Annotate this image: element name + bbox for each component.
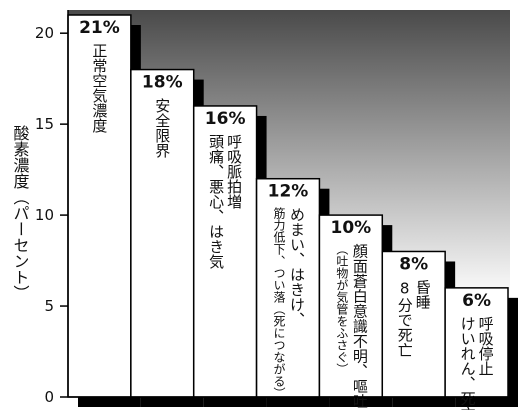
bar-description: めまい、はきけ、 xyxy=(288,207,306,327)
bar-description: 頭痛、悪心、はき気 xyxy=(207,134,225,270)
bar-description: 顔面蒼白意識不明、嘔吐 xyxy=(351,243,369,408)
bar-description: 正常空気濃度 xyxy=(90,43,108,133)
y-tick-label: 10 xyxy=(35,206,54,224)
y-tick-label: 0 xyxy=(44,388,54,406)
bar xyxy=(192,105,258,398)
y-axis-label: 酸素濃度（パーセント） xyxy=(11,125,30,301)
bar-description: （吐物が気管をふさぐ） xyxy=(335,243,349,375)
bar-description: 筋力低下、つい落（死につながる） xyxy=(272,205,286,398)
y-tick-label: 20 xyxy=(35,24,54,42)
bar-description: 安全限界 xyxy=(153,98,171,158)
bar-description: 8分で死亡 xyxy=(396,279,414,357)
bar xyxy=(130,68,195,398)
bar xyxy=(381,250,446,398)
value-label: 8% xyxy=(399,254,428,274)
y-tick-label: 15 xyxy=(35,115,54,133)
bar-description: 呼吸停止 xyxy=(477,316,495,376)
bar xyxy=(255,177,321,398)
y-tick-label: 5 xyxy=(44,297,54,315)
value-label: 21% xyxy=(79,18,120,38)
bar-description: 呼吸脈拍増 xyxy=(225,134,243,209)
value-label: 18% xyxy=(142,73,183,93)
bar xyxy=(444,287,509,398)
value-label: 12% xyxy=(268,182,309,202)
bar-description: けいれん、死亡 xyxy=(459,316,477,410)
value-label: 10% xyxy=(331,218,372,238)
value-label: 6% xyxy=(462,291,491,311)
bar xyxy=(67,14,132,398)
value-label: 16% xyxy=(205,109,246,129)
bar-description: 昏睡 xyxy=(414,279,432,309)
